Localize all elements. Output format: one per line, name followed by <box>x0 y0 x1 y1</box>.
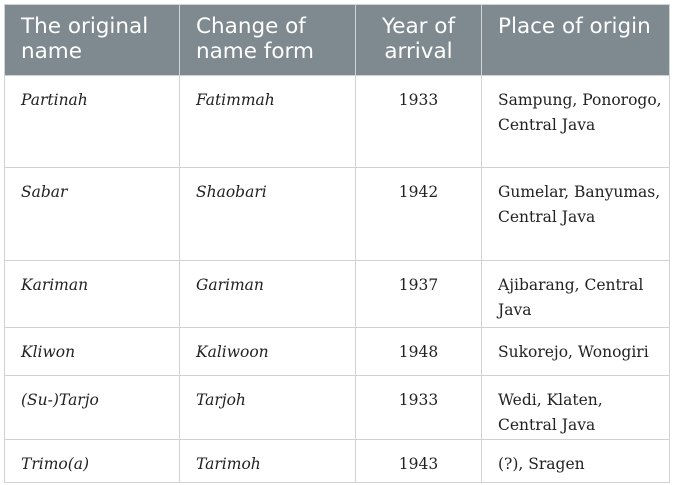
cell-year: 1933 <box>355 375 482 440</box>
names-table: The original name Change of name form Ye… <box>4 4 670 483</box>
cell-original-name: Kariman <box>4 260 180 328</box>
cell-origin: Gumelar, Banyumas, Central Java <box>481 167 670 261</box>
cell-changed-name: Tarjoh <box>179 375 356 440</box>
cell-original-name: Kliwon <box>4 327 180 376</box>
header-name-change: Change of name form <box>179 4 356 76</box>
header-year-of-arrival: Year of arrival <box>355 4 482 76</box>
table-row: Sabar Shaobari 1942 Gumelar, Banyumas, C… <box>4 167 670 261</box>
table-row: (Su-)Tarjo Tarjoh 1933 Wedi, Klaten, Cen… <box>4 375 670 440</box>
header-place-of-origin: Place of origin <box>481 4 670 76</box>
header-row: The original name Change of name form Ye… <box>4 4 670 76</box>
cell-origin: Wedi, Klaten, Central Java <box>481 375 670 440</box>
table-row: Kliwon Kaliwoon 1948 Sukorejo, Wonogiri <box>4 327 670 376</box>
cell-original-name: Partinah <box>4 75 180 168</box>
cell-changed-name: Shaobari <box>179 167 356 261</box>
cell-original-name: Sabar <box>4 167 180 261</box>
cell-year: 1948 <box>355 327 482 376</box>
table-header: The original name Change of name form Ye… <box>4 4 670 76</box>
cell-year: 1942 <box>355 167 482 261</box>
cell-original-name: Trimo(a) <box>4 439 180 483</box>
cell-changed-name: Gariman <box>179 260 356 328</box>
cell-year: 1943 <box>355 439 482 483</box>
table-row: Kariman Gariman 1937 Ajibarang, Central … <box>4 260 670 328</box>
cell-origin: Sukorejo, Wonogiri <box>481 327 670 376</box>
cell-original-name: (Su-)Tarjo <box>4 375 180 440</box>
table-row: Partinah Fatimmah 1933 Sampung, Ponorogo… <box>4 75 670 168</box>
cell-origin: Ajibarang, Central Java <box>481 260 670 328</box>
table-body: Partinah Fatimmah 1933 Sampung, Ponorogo… <box>4 75 670 483</box>
cell-origin: Sampung, Ponorogo, Central Java <box>481 75 670 168</box>
cell-year: 1937 <box>355 260 482 328</box>
header-original-name: The original name <box>4 4 180 76</box>
cell-origin: (?), Sragen <box>481 439 670 483</box>
cell-year: 1933 <box>355 75 482 168</box>
cell-changed-name: Fatimmah <box>179 75 356 168</box>
cell-changed-name: Kaliwoon <box>179 327 356 376</box>
cell-changed-name: Tarimoh <box>179 439 356 483</box>
table-row: Trimo(a) Tarimoh 1943 (?), Sragen <box>4 439 670 483</box>
